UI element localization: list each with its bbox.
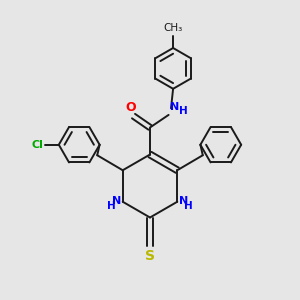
Text: CH₃: CH₃	[164, 23, 183, 33]
Text: N: N	[179, 196, 188, 206]
Text: N: N	[112, 196, 121, 206]
Text: H: H	[184, 201, 193, 211]
Text: H: H	[179, 106, 188, 116]
Text: Cl: Cl	[32, 140, 44, 150]
Text: N: N	[170, 103, 179, 112]
Text: H: H	[107, 201, 116, 211]
Text: O: O	[126, 101, 136, 114]
Text: S: S	[145, 249, 155, 263]
